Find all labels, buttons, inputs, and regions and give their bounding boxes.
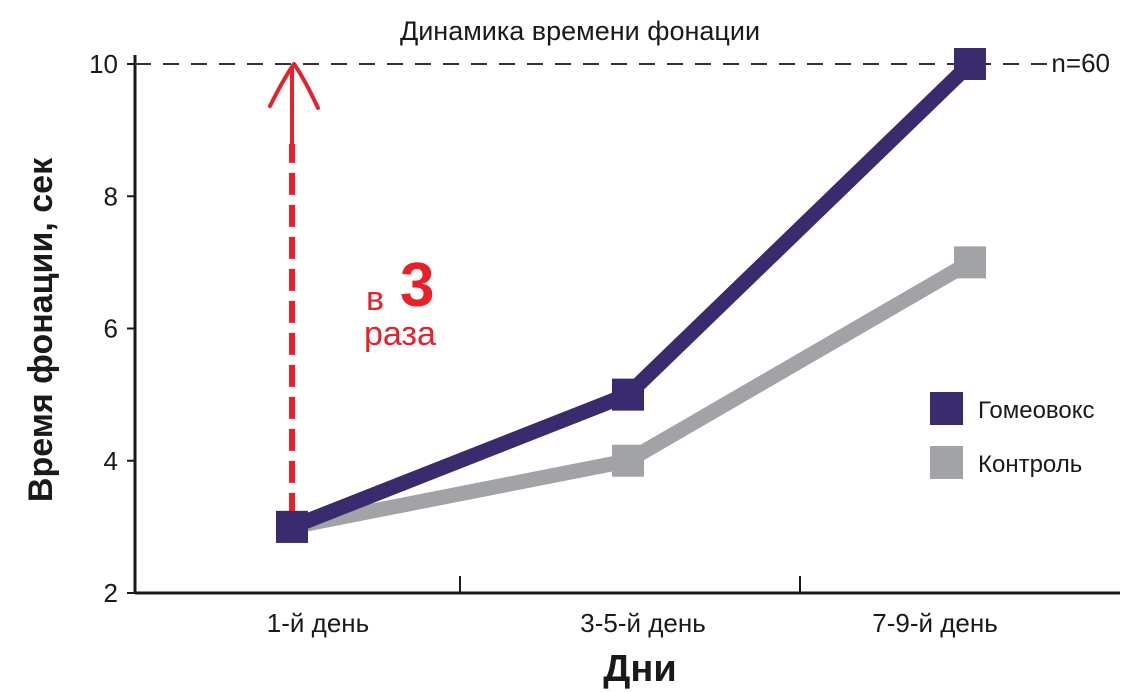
legend: Гомеовокс Контроль — [930, 392, 1095, 479]
y-tick-group: 2 4 6 8 10 — [89, 49, 135, 608]
series-0-point-1 — [612, 378, 644, 411]
annotation-group: в 3 раза — [268, 62, 436, 515]
annotation-prefix: в — [366, 280, 384, 318]
y-tick-label: 10 — [89, 49, 118, 79]
series-0-point-2 — [954, 48, 986, 80]
annotation-number: 3 — [400, 251, 434, 320]
x-tick-label-1: 3-5-й день — [580, 608, 706, 638]
legend-swatch-gomeovoks — [930, 392, 963, 425]
legend-label-kontrol: Контроль — [978, 451, 1082, 478]
annotation-arrowhead-icon — [268, 62, 320, 110]
annotation-suffix: раза — [364, 315, 436, 353]
y-tick-label: 6 — [104, 314, 118, 344]
series-1-point-2 — [954, 246, 986, 279]
x-tick-label-0: 1-й день — [267, 608, 369, 638]
x-tick-label-2: 7-9-й день — [872, 608, 998, 638]
y-tick-label: 8 — [104, 181, 118, 211]
series-layer — [276, 48, 986, 543]
legend-swatch-kontrol — [930, 446, 963, 479]
x-axis-label: Дни — [603, 648, 676, 690]
y-tick-label: 2 — [104, 578, 118, 608]
x-tick-labels: 1-й день 3-5-й день 7-9-й день — [267, 608, 998, 638]
sample-size-note: n=60 — [1051, 48, 1110, 78]
y-tick-label: 4 — [104, 446, 118, 476]
legend-label-gomeovoks: Гомеовокс — [978, 397, 1095, 424]
series-0-point-0 — [276, 510, 308, 543]
series-1-point-1 — [612, 444, 644, 477]
y-axis-label: Время фонации, сек — [22, 157, 60, 502]
chart-title: Динамика времени фонации — [400, 16, 760, 46]
